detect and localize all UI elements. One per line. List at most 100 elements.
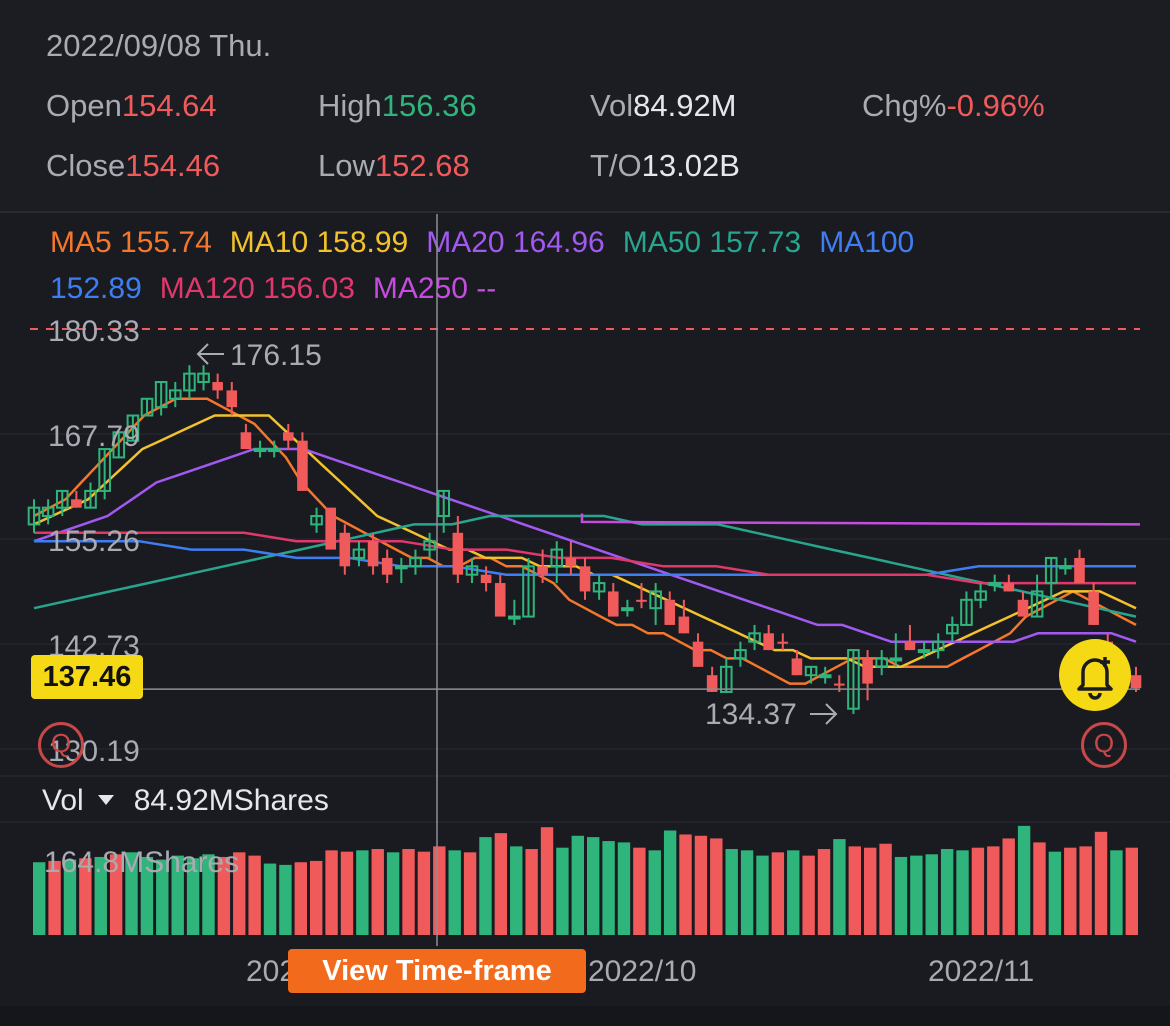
- volume-bar: [510, 846, 523, 935]
- volume-bar: [987, 846, 1000, 935]
- volume-bar: [679, 834, 692, 935]
- stat-high-value: 156.36: [381, 88, 477, 123]
- candle: [154, 381, 168, 416]
- volume-bar: [971, 847, 985, 935]
- candle-body: [154, 381, 168, 409]
- volume-bar: [740, 850, 754, 935]
- candle: [649, 583, 662, 625]
- volume-bar: [248, 855, 261, 935]
- candle: [522, 557, 535, 618]
- caret-down-icon: [97, 795, 114, 806]
- stat-chg: Chg%-0.96%: [862, 88, 1045, 124]
- volume-bar: [79, 858, 92, 935]
- volume-bar: [633, 847, 646, 935]
- ma-legend-row-1: MA5 155.74 MA10 158.99 MA20 164.96 MA50 157…: [50, 226, 932, 260]
- volume-bar: [771, 852, 785, 935]
- candle-body: [748, 632, 761, 643]
- candle: [862, 650, 873, 701]
- stat-close-label: Close: [46, 148, 126, 183]
- candle-body: [183, 372, 196, 392]
- volume-bar: [371, 849, 384, 935]
- candle: [1017, 591, 1029, 617]
- candle-body: [692, 641, 704, 667]
- stat-close: Close154.46: [46, 148, 220, 184]
- ma100-legend: MA100: [819, 226, 915, 259]
- ma5-legend: MA5 155.74: [50, 226, 212, 259]
- zoom-icon[interactable]: [1081, 722, 1127, 768]
- volume-bar: [94, 856, 107, 935]
- candle: [41, 499, 55, 525]
- x-axis-label: 2022/10: [588, 955, 697, 988]
- candle: [1059, 557, 1072, 575]
- candle: [889, 633, 903, 667]
- ma250-legend: MA250 --: [372, 272, 497, 305]
- candle-body: [818, 674, 832, 679]
- candle: [931, 633, 945, 659]
- candle-body: [734, 649, 747, 660]
- candle: [579, 557, 591, 600]
- view-timeframe-button[interactable]: View Time-frame: [288, 949, 586, 993]
- volume-bar: [587, 837, 600, 935]
- volume-bar: [340, 851, 354, 935]
- candle: [98, 448, 111, 500]
- candle: [253, 440, 267, 458]
- candle: [381, 549, 393, 584]
- stat-close-value: 154.46: [125, 148, 221, 183]
- volume-bar: [1033, 842, 1046, 935]
- candle: [325, 507, 336, 550]
- candle-body: [168, 389, 182, 400]
- candle: [763, 624, 774, 651]
- volume-bar: [233, 852, 246, 935]
- candle-body: [367, 541, 379, 567]
- volume-bar: [525, 849, 538, 935]
- zoom-icon[interactable]: [38, 722, 84, 768]
- price-axis-labels: 180.33167.79155.26142.73130.19176.15134.…: [48, 315, 838, 768]
- candle: [875, 650, 888, 676]
- volume-bar: [694, 835, 708, 935]
- candle: [946, 616, 959, 642]
- ma50-line: [33, 514, 1137, 618]
- volume-bar: [648, 850, 661, 935]
- volume-bar: [479, 837, 492, 935]
- candle-body: [804, 665, 818, 677]
- candle: [437, 489, 451, 533]
- volume-bars: [33, 825, 1138, 935]
- stat-open-label: Open: [46, 88, 122, 123]
- volume-label: Vol: [42, 784, 84, 817]
- candle-body: [791, 658, 803, 676]
- candle: [791, 650, 803, 676]
- candle: [283, 423, 294, 450]
- candle: [804, 665, 818, 684]
- stat-chg-label: Chg%: [862, 88, 947, 123]
- stat-low: Low152.68: [318, 148, 470, 184]
- volume-selector[interactable]: Vol 84.92MShares: [42, 784, 329, 818]
- volume-bar: [140, 856, 154, 935]
- stat-open-value: 154.64: [121, 88, 217, 123]
- volume-bar: [156, 859, 169, 935]
- candle-body: [465, 565, 479, 576]
- candle: [777, 633, 789, 651]
- volume-bar: [63, 859, 77, 935]
- candle-body: [112, 431, 126, 459]
- candle: [423, 532, 436, 558]
- ma10-legend: MA10 158.99: [229, 226, 409, 259]
- candle-body: [678, 616, 690, 634]
- volume-bar: [602, 841, 615, 935]
- volume-bar: [386, 852, 400, 935]
- volume-bar: [125, 852, 138, 935]
- current-price-tag: 137.46: [31, 655, 143, 699]
- volume-bar: [186, 858, 200, 935]
- candle-body: [522, 565, 535, 618]
- candle: [465, 557, 479, 584]
- chart-grid: [0, 211, 1170, 823]
- candle: [168, 382, 182, 408]
- volume-bar: [294, 862, 307, 935]
- candle: [1088, 583, 1099, 625]
- volume-bar: [1048, 851, 1062, 935]
- alarm-bell-add-icon[interactable]: [1059, 639, 1131, 711]
- candle: [452, 516, 464, 584]
- volume-bar: [833, 839, 846, 935]
- volume-bar: [571, 835, 584, 935]
- candle-body: [960, 598, 973, 626]
